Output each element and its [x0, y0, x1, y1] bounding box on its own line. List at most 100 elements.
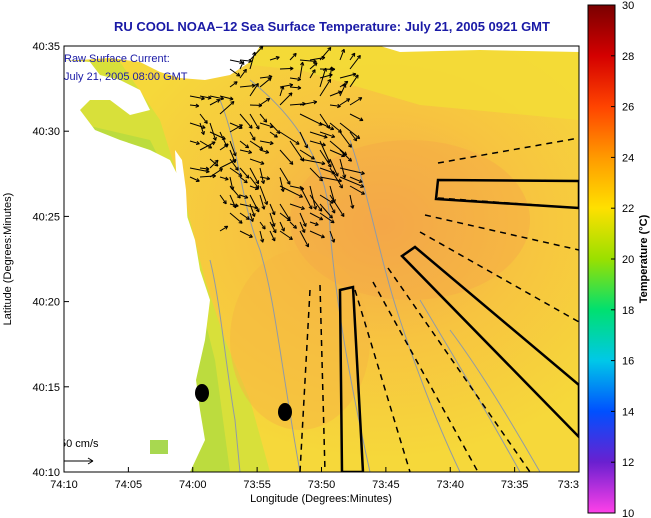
current-vector — [269, 122, 281, 134]
current-vector — [229, 68, 241, 77]
current-vector — [289, 203, 305, 211]
current-vector — [299, 185, 313, 210]
land-new-jersey — [64, 60, 210, 472]
x-axis-label: Longitude (Degrees:Minutes) — [250, 493, 392, 505]
current-vector — [199, 166, 210, 171]
x-tick-label: 74:10 — [50, 479, 78, 491]
current-vector — [269, 131, 278, 138]
current-vector — [299, 61, 305, 79]
current-vector — [279, 185, 303, 198]
current-vector — [249, 158, 265, 165]
current-vector — [319, 194, 334, 204]
land-long-island — [380, 46, 579, 52]
current-vector — [339, 48, 346, 61]
green-speckle-1 — [150, 440, 168, 454]
current-vector — [339, 149, 352, 162]
scale-label: 50 cm/s — [60, 438, 99, 450]
current-vector — [349, 74, 359, 88]
current-vector — [339, 176, 365, 188]
current-vector — [189, 176, 200, 182]
colorbar-label: Temperature (°C) — [638, 214, 650, 303]
current-vector — [329, 66, 334, 79]
current-vector — [239, 113, 253, 129]
current-vector — [349, 131, 358, 142]
warm-patch-south — [230, 250, 370, 430]
current-vector — [339, 122, 361, 140]
current-vector — [249, 46, 264, 61]
current-vector — [219, 176, 229, 181]
current-vector — [229, 124, 243, 133]
colorbar-tick-label: 18 — [622, 305, 634, 317]
bathymetry-contours — [209, 79, 541, 472]
current-vector — [239, 60, 245, 70]
y-axis-ticks: 40:35 40:30 40:25 40:20 40:15 40:10 — [32, 41, 69, 479]
current-vector — [339, 167, 365, 176]
current-vector — [259, 230, 265, 243]
y-tick-label: 40:15 — [32, 382, 60, 394]
current-vector — [219, 194, 227, 205]
current-vector — [299, 212, 307, 227]
current-vector — [259, 149, 270, 154]
sandy-hook — [175, 150, 188, 232]
current-vector — [189, 140, 200, 146]
current-vector — [279, 66, 294, 71]
y-tick-label: 40:30 — [32, 126, 60, 138]
current-vector — [259, 113, 268, 123]
current-vector — [259, 97, 271, 106]
current-vector — [229, 140, 237, 157]
current-vector — [279, 131, 300, 145]
current-vector — [249, 212, 254, 222]
current-vector — [319, 212, 335, 224]
current-vector — [199, 113, 208, 124]
current-vector — [239, 140, 250, 149]
current-vector — [249, 167, 260, 185]
current-vector — [259, 176, 271, 181]
current-vector — [239, 230, 253, 238]
current-vector — [349, 97, 363, 106]
current-vector — [289, 221, 297, 229]
current-vector — [249, 82, 259, 97]
current-vector — [209, 122, 217, 141]
colorbar-tick-label: 14 — [622, 406, 634, 418]
current-vector — [259, 77, 272, 88]
current-vector — [329, 230, 336, 243]
colorbar-tick-label: 26 — [622, 102, 634, 114]
current-vector — [199, 141, 216, 151]
colorbar-tick-label: 24 — [622, 152, 634, 164]
scale-arrow — [64, 457, 94, 465]
current-vector — [289, 85, 302, 90]
current-vector — [229, 167, 243, 177]
sector-solid-polygons — [338, 178, 579, 472]
land-speckle-2 — [65, 240, 95, 300]
current-vector — [279, 85, 285, 97]
current-vector — [249, 51, 257, 70]
current-vector — [349, 113, 364, 122]
surface-current-vectors — [189, 46, 365, 248]
current-vector — [329, 90, 342, 97]
current-vector — [239, 176, 248, 184]
current-vector — [299, 230, 310, 248]
current-vector — [229, 212, 243, 224]
current-vector — [279, 149, 294, 165]
current-vector — [229, 81, 238, 88]
current-vector — [239, 194, 249, 199]
current-vector — [309, 221, 319, 226]
x-tick-label: 73:55 — [243, 479, 271, 491]
current-vector — [339, 83, 347, 97]
current-vector — [349, 54, 361, 70]
current-vector — [269, 203, 276, 216]
y-tick-label: 40:25 — [32, 211, 60, 223]
current-vector — [209, 99, 221, 106]
current-vector — [269, 221, 277, 234]
current-vector — [239, 83, 256, 88]
current-vector — [299, 100, 318, 106]
current-vector — [199, 122, 205, 135]
current-vector — [229, 185, 241, 199]
x-axis-ticks: 74:10 74:05 74:00 73:55 73:50 73:45 73:40 73:35… — [50, 467, 580, 491]
current-vector — [239, 68, 247, 79]
colorbar-tick-label: 12 — [622, 457, 634, 469]
colorbar-tick-label: 10 — [622, 508, 634, 518]
current-vector — [279, 167, 291, 185]
current-vector — [279, 92, 293, 106]
y-tick-label: 40:35 — [32, 41, 60, 53]
